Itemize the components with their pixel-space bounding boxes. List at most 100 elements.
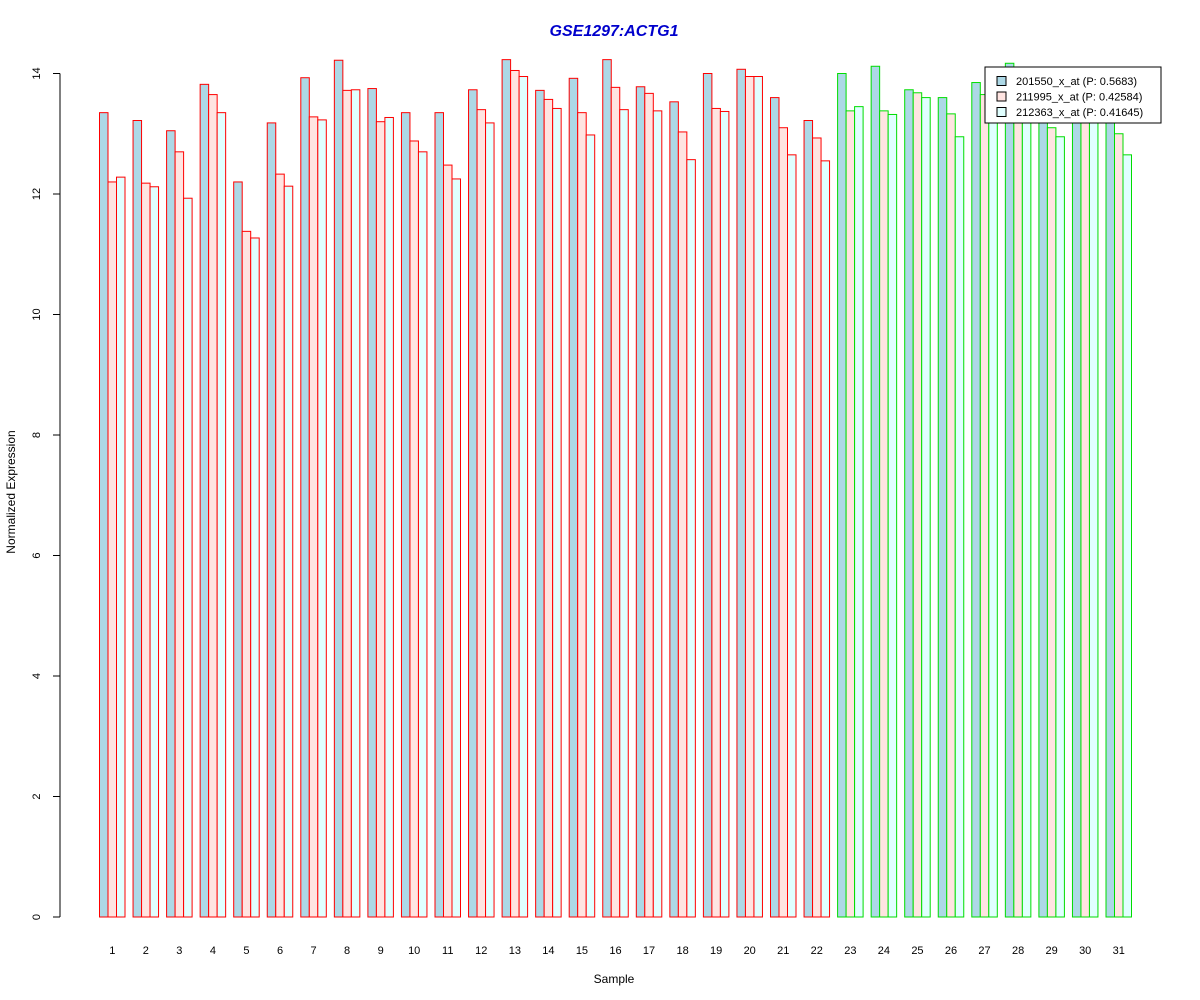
bar-sample-20-series-2 <box>744 76 755 918</box>
bar-sample-9-series-2 <box>375 121 386 918</box>
bar-sample-1-series-1 <box>99 112 109 918</box>
bar-sample-19-series-1 <box>702 73 713 918</box>
bar-sample-15-series-1 <box>568 77 579 918</box>
bar-sample-20-series-1 <box>736 68 746 918</box>
legend-box <box>984 66 1162 124</box>
bar-sample-12-series-1 <box>468 89 478 918</box>
bar-sample-3-series-3 <box>183 197 193 918</box>
bar-sample-7-series-3 <box>317 119 327 918</box>
legend-swatch-2 <box>996 91 1007 102</box>
bar-sample-27-series-2 <box>979 94 990 918</box>
x-axis: 1 2 3 4 5 6 7 8 9 10 11 12 13 14 15 16 17 18 19 20 21 22 23 24 2… <box>109 945 1125 957</box>
bar-sample-30-series-3 <box>1088 118 1099 918</box>
bar-sample-18-series-1 <box>669 101 679 918</box>
bar-sample-2-series-1 <box>132 120 143 918</box>
bar-sample-2-series-3 <box>149 186 160 918</box>
bar-sample-16-series-2 <box>610 86 621 918</box>
y-axis-title: Normalized Expression <box>4 430 18 553</box>
bar-sample-4-series-3 <box>216 112 227 918</box>
bar-sample-21-series-2 <box>778 127 788 918</box>
x-tick-label: 9 <box>378 945 384 957</box>
bar-sample-23-series-2 <box>845 110 856 918</box>
y-axis: 0 2 4 6 8 10 12 14 <box>31 67 61 920</box>
bar-sample-11-series-2 <box>443 164 453 918</box>
bar-sample-20-series-3 <box>753 76 763 918</box>
chart-title: GSE1297:ACTG1 <box>550 23 679 40</box>
bar-sample-14-series-1 <box>535 89 545 918</box>
bar-sample-27-series-1 <box>971 82 981 918</box>
x-tick-label: 13 <box>509 945 521 957</box>
bar-sample-1-series-2 <box>107 181 117 918</box>
bar-sample-5-series-3 <box>250 237 260 918</box>
bar-sample-8-series-1 <box>333 59 344 918</box>
bar-sample-9-series-1 <box>367 88 377 918</box>
x-tick-label: 11 <box>442 945 453 957</box>
bar-sample-31-series-2 <box>1114 133 1124 918</box>
x-tick-label: 1 <box>109 945 115 957</box>
bar-sample-9-series-3 <box>384 116 394 918</box>
bar-sample-27-series-3 <box>988 115 998 918</box>
x-tick-label: 20 <box>744 945 756 957</box>
x-tick-label: 17 <box>643 945 655 957</box>
bar-sample-12-series-2 <box>476 109 487 918</box>
bar-sample-4-series-1 <box>199 83 210 918</box>
bar-sample-25-series-3 <box>921 97 931 918</box>
bar-sample-24-series-2 <box>879 110 889 918</box>
bar-sample-17-series-1 <box>635 86 646 918</box>
y-tick-label: 2 <box>31 793 43 799</box>
bar-sample-31-series-1 <box>1105 109 1115 918</box>
x-tick-label: 10 <box>408 945 420 957</box>
bar-sample-1-series-3 <box>116 176 126 918</box>
x-tick-label: 6 <box>277 945 283 957</box>
x-tick-label: 18 <box>676 945 688 957</box>
x-tick-label: 12 <box>475 945 487 957</box>
bar-sample-22-series-3 <box>820 160 831 918</box>
bar-sample-28-series-3 <box>1021 112 1032 918</box>
y-tick-label: 4 <box>31 673 43 679</box>
bar-sample-5-series-2 <box>241 230 252 918</box>
bar-sample-24-series-3 <box>887 113 898 918</box>
bar-sample-14-series-3 <box>552 107 562 918</box>
x-tick-label: 7 <box>310 945 316 957</box>
legend-label-1: 201550_x_at (P: 0.5683) <box>1016 76 1137 88</box>
x-tick-label: 21 <box>777 945 789 957</box>
x-tick-label: 30 <box>1079 945 1091 957</box>
bar-sample-13-series-1 <box>501 59 512 918</box>
bar-sample-15-series-2 <box>577 112 587 918</box>
x-tick-label: 27 <box>978 945 990 957</box>
bar-sample-7-series-1 <box>300 77 310 918</box>
bar-sample-21-series-1 <box>770 97 780 918</box>
bar-sample-22-series-2 <box>812 137 822 918</box>
y-tick-label: 12 <box>31 188 43 200</box>
x-tick-label: 22 <box>811 945 823 957</box>
y-tick-label: 6 <box>31 552 43 558</box>
bar-sample-29-series-1 <box>1038 103 1048 918</box>
bar-sample-14-series-2 <box>543 98 554 918</box>
bar-sample-6-series-1 <box>266 122 277 918</box>
x-tick-label: 5 <box>243 945 249 957</box>
bar-sample-28-series-2 <box>1013 103 1023 918</box>
bar-sample-29-series-3 <box>1055 136 1065 918</box>
bar-sample-19-series-2 <box>711 107 721 918</box>
bar-sample-12-series-3 <box>485 122 495 918</box>
legend-swatch-3 <box>996 107 1007 117</box>
x-tick-label: 25 <box>911 945 923 957</box>
bar-sample-16-series-3 <box>619 109 629 918</box>
bar-sample-29-series-2 <box>1046 127 1057 918</box>
bar-sample-25-series-1 <box>904 89 914 918</box>
x-tick-label: 15 <box>576 945 588 957</box>
x-tick-label: 29 <box>1046 945 1058 957</box>
y-tick-label: 10 <box>31 308 43 320</box>
bar-sample-10-series-3 <box>417 151 428 918</box>
bar-sample-28-series-1 <box>1004 62 1015 918</box>
bar-sample-7-series-2 <box>308 116 319 918</box>
bar-sample-10-series-1 <box>400 112 411 918</box>
bar-sample-3-series-2 <box>174 151 185 918</box>
bar-sample-24-series-1 <box>870 65 881 918</box>
bar-sample-8-series-2 <box>342 89 352 918</box>
bar-sample-3-series-1 <box>166 130 176 918</box>
legend-label-2: 211995_x_at (P: 0.42584) <box>1016 92 1142 104</box>
legend: 201550_x_at (P: 0.5683) 211995_x_at (P: 0… <box>984 66 1162 124</box>
bars-group <box>99 59 1132 918</box>
bar-sample-30-series-1 <box>1071 106 1082 918</box>
